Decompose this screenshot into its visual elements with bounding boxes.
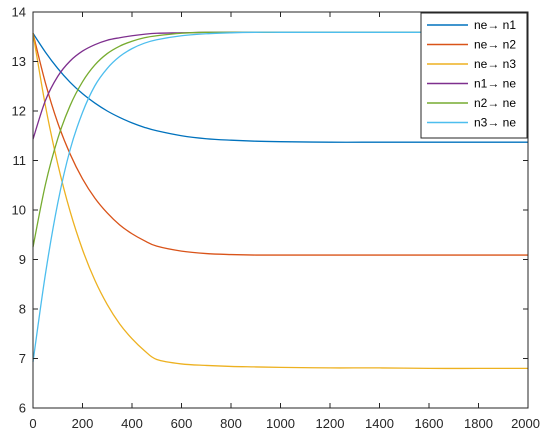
x-tick-label: 1400 bbox=[365, 416, 394, 431]
y-tick-label: 13 bbox=[12, 54, 26, 69]
y-tick-label: 10 bbox=[12, 203, 26, 218]
axes: 0 200 400 600 800 1000 1200 1400 1600 1800 2000 6 7 8… bbox=[12, 5, 540, 432]
y-tick-label: 8 bbox=[19, 302, 26, 317]
y-tick-label: 6 bbox=[19, 401, 26, 416]
x-tick-label: 400 bbox=[121, 416, 143, 431]
legend-label-2: ne→ n2 bbox=[474, 38, 516, 52]
y-tick-label: 9 bbox=[19, 252, 26, 267]
x-tick-label: 800 bbox=[220, 416, 242, 431]
series-line-6 bbox=[32, 31, 528, 363]
legend-label-1: ne→ n1 bbox=[474, 18, 516, 32]
x-tick-label: 0 bbox=[29, 416, 36, 431]
y-tick-label: 12 bbox=[12, 104, 26, 119]
y-tick-label: 11 bbox=[13, 153, 27, 168]
x-tick-label: 1200 bbox=[316, 416, 345, 431]
series-layer bbox=[32, 31, 528, 370]
x-tick-label: 200 bbox=[72, 416, 94, 431]
series-line-3 bbox=[32, 33, 528, 370]
y-tick-label: 14 bbox=[12, 5, 26, 20]
x-tick-label: 2000 bbox=[511, 416, 540, 431]
x-tick-label: 600 bbox=[171, 416, 193, 431]
series-line-1 bbox=[32, 32, 528, 143]
series-line-2 bbox=[32, 33, 528, 256]
x-tick-label: 1000 bbox=[266, 416, 295, 431]
legend-box bbox=[420, 12, 528, 139]
legend: ne→ n1 ne→ n2 ne→ n3 n1→ ne n2→ ne n3→ ne bbox=[420, 12, 528, 139]
legend-label-3: ne→ n3 bbox=[474, 57, 516, 71]
x-tick-label: 1800 bbox=[464, 416, 493, 431]
legend-label-5: n2→ ne bbox=[474, 96, 516, 110]
legend-label-6: n3→ ne bbox=[474, 116, 516, 130]
x-tick-label: 1600 bbox=[415, 416, 444, 431]
y-tick-label: 7 bbox=[19, 351, 26, 366]
legend-label-4: n1→ ne bbox=[474, 77, 516, 91]
